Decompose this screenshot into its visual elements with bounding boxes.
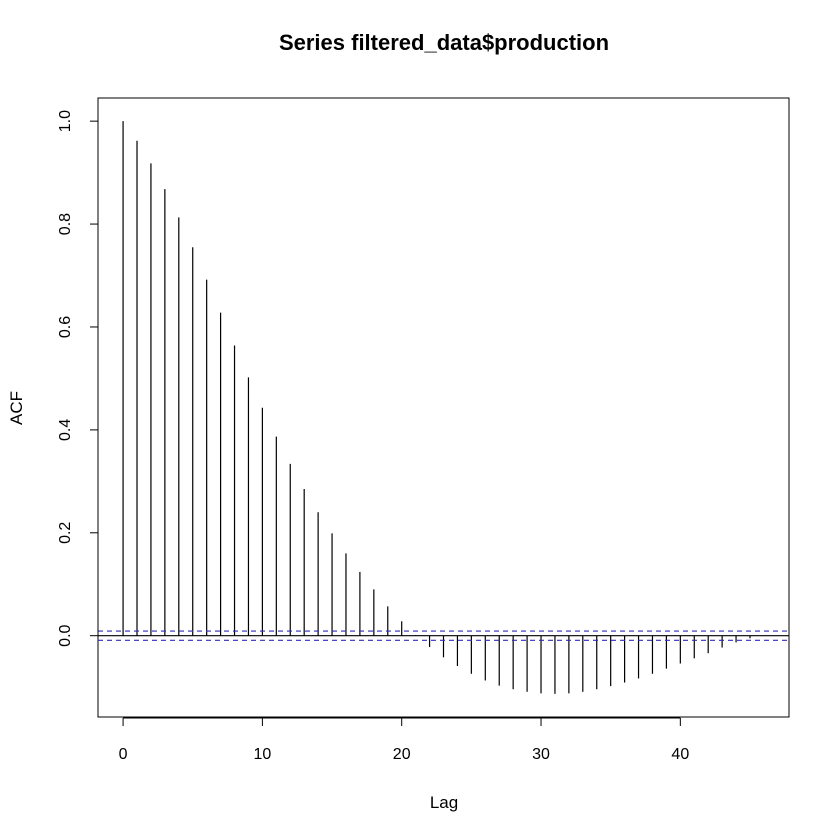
- x-axis-label: Lag: [430, 793, 458, 812]
- y-tick-label: 0.8: [57, 213, 74, 235]
- confidence-bounds: [98, 630, 789, 641]
- y-tick-label: 0.4: [57, 419, 74, 441]
- y-tick-label: 0.6: [57, 316, 74, 338]
- x-tick-label: 30: [532, 746, 550, 763]
- y-tick-label: 0.0: [57, 624, 74, 646]
- y-tick-label: 1.0: [57, 110, 74, 132]
- x-tick-label: 20: [393, 746, 411, 763]
- y-axis-label: ACF: [7, 391, 26, 425]
- x-tick-label: 40: [671, 746, 689, 763]
- y-axis: 0.0 0.2 0.4 0.6 0.8 1.0: [57, 110, 99, 647]
- chart-title: Series filtered_data$production: [279, 30, 609, 55]
- y-tick-label: 0.2: [57, 522, 74, 544]
- x-tick-label: 0: [119, 746, 128, 763]
- x-axis: 0 10 20 30 40: [119, 717, 689, 763]
- x-tick-label: 10: [253, 746, 271, 763]
- acf-bars: [98, 121, 789, 694]
- plot-frame: [97, 97, 790, 718]
